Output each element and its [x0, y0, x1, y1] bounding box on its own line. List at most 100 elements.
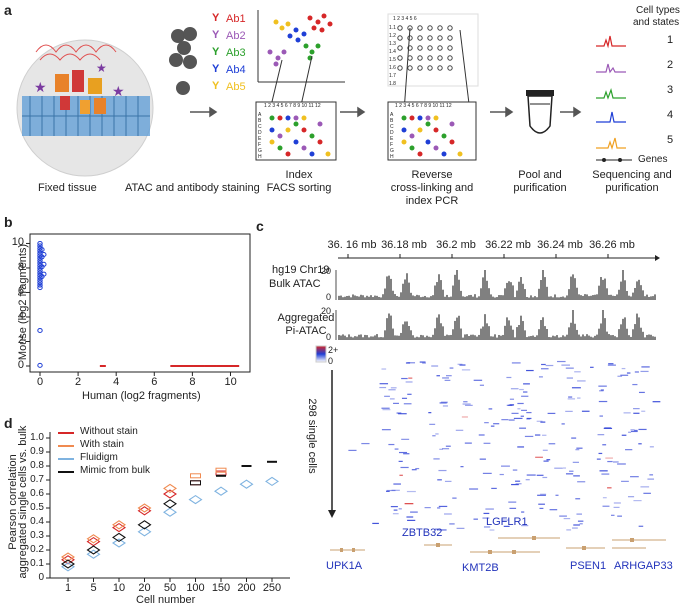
cell-fragment: [630, 429, 635, 431]
coverage-bar: [630, 296, 632, 300]
scatter-point-mouse: [41, 271, 47, 277]
coverage-bar: [484, 314, 486, 340]
coverage-bar: [450, 334, 452, 340]
plate1-cols: 1 2 3 4 5 6 7 8 9 10 11 12: [264, 103, 321, 109]
coverage-bar: [624, 280, 626, 300]
cell-fragment: [411, 469, 417, 471]
coverage-bar: [396, 295, 398, 300]
coverage-bar: [522, 283, 524, 300]
coverage-bar: [562, 296, 564, 300]
coverage-bar: [376, 295, 378, 300]
cell-fragment: [398, 508, 402, 510]
coverage-bar: [610, 294, 612, 300]
coverage-bar: [524, 289, 526, 300]
cell-fragment: [390, 387, 397, 389]
cell-fragment: [638, 443, 642, 445]
x-tick-label: 100: [186, 582, 205, 594]
coverage-bar: [442, 326, 444, 340]
coverage-bar: [418, 295, 420, 300]
coverage-bar: [390, 278, 392, 300]
coverage-bar: [556, 297, 558, 300]
cell-fragment: [398, 451, 408, 454]
coverage-bar: [422, 335, 424, 340]
plate2-row-label: D: [390, 130, 394, 136]
cell-fragment: [630, 476, 639, 478]
legend-label: Without stain: [80, 426, 138, 437]
coverage-bar: [480, 288, 482, 300]
cell-fragment: [601, 473, 610, 475]
cell-fragment: [617, 515, 622, 517]
y-tick-label: 0.6: [30, 488, 44, 499]
antibody-icon: Y: [212, 46, 220, 58]
coverage-bar: [572, 274, 574, 300]
coverage-bar: [574, 278, 576, 300]
scatter-point-mouse: [37, 285, 43, 291]
mark-without-stain: [215, 470, 227, 476]
cell-fragment: [633, 412, 640, 414]
antibody-label: Ab4: [226, 64, 246, 76]
coverage-bar: [416, 294, 418, 300]
coverage-bar: [602, 310, 604, 340]
cell-fragment: [449, 523, 455, 525]
x-tick-label: 8: [189, 376, 196, 388]
cell-fragment: [566, 529, 572, 531]
plate2-row-label: H: [390, 154, 394, 160]
cell-fragment: [424, 507, 431, 509]
scatter-point-human: [216, 365, 223, 367]
coverage-bar: [562, 335, 564, 340]
svg-text:★: ★: [112, 83, 125, 99]
step-fixed-tissue: Fixed tissue: [38, 182, 97, 194]
coverage-bar: [484, 270, 486, 300]
cell-fragment: [403, 453, 410, 455]
antibody-icon: Y: [212, 80, 220, 92]
coverage-bar: [382, 294, 384, 300]
cell-fragment: [488, 408, 493, 410]
coverage-bar: [386, 318, 388, 340]
cell-fragment: [461, 369, 471, 371]
coverage-bar: [370, 295, 372, 300]
cell-fragment: [464, 442, 472, 444]
coverage-bar: [600, 323, 602, 340]
coverage-bar: [506, 317, 508, 340]
grid-row-label: 1.3: [389, 41, 396, 47]
coverage-bar: [466, 296, 468, 300]
cell-fragment: [638, 428, 647, 431]
cell-fragment: [422, 362, 426, 364]
coverage-bar: [570, 322, 572, 340]
coverage-bar: [410, 292, 412, 300]
cell-fragment: [649, 446, 654, 448]
coverage-bar: [340, 295, 342, 300]
coverage-bar: [650, 334, 652, 340]
coverage-bar: [576, 287, 578, 300]
coverage-bar: [554, 336, 556, 340]
cell-fragment: [428, 412, 432, 414]
y-tick-label: 0.9: [30, 446, 44, 457]
cell-fragment: [543, 460, 549, 462]
x-tick-label: 4: [113, 376, 120, 388]
scatter-point-human: [204, 365, 211, 367]
step-sequencing: Sequencing and: [592, 169, 672, 181]
step-atac-staining: ATAC and antibody staining: [125, 182, 260, 194]
cell-fragment: [561, 423, 565, 425]
y-tick-label: 0: [38, 572, 44, 583]
coverage-bar: [424, 337, 426, 340]
cell-type-number: 4: [667, 109, 674, 121]
cell-fragment: [401, 377, 408, 380]
cell-fragment: [508, 501, 517, 503]
cell-fragment: [590, 366, 594, 368]
x-tick-label: 2: [75, 376, 82, 388]
scatter-point-mouse: [37, 327, 43, 333]
coverage-bar: [470, 294, 472, 300]
legend-label: Fluidigm: [80, 452, 118, 463]
tube-icon: [526, 90, 554, 134]
mark-with-stain: [86, 534, 101, 544]
cell-fragment: [617, 375, 623, 377]
cell-fragment: [462, 403, 471, 405]
track-bulk-ymax: 20: [321, 266, 332, 276]
coverage-bar: [492, 296, 494, 300]
coverage-bar: [566, 334, 568, 340]
cell-fragment: [489, 529, 495, 531]
scatter-point-mouse: [37, 240, 43, 246]
coverage-bar: [366, 335, 368, 340]
